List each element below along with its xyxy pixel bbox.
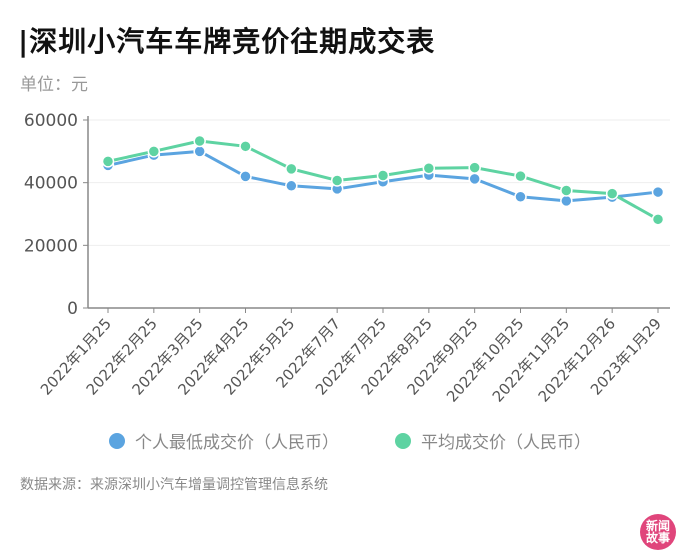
legend-swatch-low bbox=[109, 432, 125, 449]
series-point-1 bbox=[514, 169, 527, 183]
series-point-1 bbox=[422, 162, 436, 175]
series-point-1 bbox=[330, 174, 344, 187]
y-tick-label: 20000 bbox=[24, 236, 78, 256]
legend-item-low: 个人最低成交价（人民币） bbox=[109, 428, 339, 453]
series-point-1 bbox=[239, 140, 252, 153]
series-point-1 bbox=[376, 169, 390, 182]
line-chart: 02000040000600002022年1月252022年2月252022年3… bbox=[24, 111, 670, 406]
series-point-0 bbox=[651, 185, 665, 199]
series-point-0 bbox=[193, 145, 206, 158]
legend-swatch-avg bbox=[395, 432, 411, 449]
series-point-1 bbox=[651, 213, 665, 226]
series-point-1 bbox=[101, 155, 115, 168]
legend-label-avg: 平均成交价（人民币） bbox=[421, 433, 591, 453]
y-tick-label: 40000 bbox=[24, 174, 78, 194]
series-point-1 bbox=[147, 145, 161, 158]
legend-item-avg: 平均成交价（人民币） bbox=[395, 428, 591, 453]
series-point-0 bbox=[468, 172, 481, 186]
data-source: 数据来源：来源深圳小汽车增量调控管理信息系统 bbox=[20, 477, 328, 493]
series-point-0 bbox=[514, 190, 527, 204]
legend-label-low: 个人最低成交价（人民币） bbox=[135, 433, 339, 453]
series-point-1 bbox=[193, 134, 206, 148]
unit-label: 单位：元 bbox=[20, 75, 88, 95]
series-point-1 bbox=[468, 161, 481, 174]
series-point-1 bbox=[605, 187, 619, 200]
series-point-0 bbox=[285, 179, 298, 193]
y-tick-label: 0 bbox=[67, 299, 78, 319]
chart-title: |深圳小汽车车牌竞价往期成交表 bbox=[18, 25, 436, 58]
brand-logo: 新闻 故事 bbox=[640, 514, 676, 550]
series-point-0 bbox=[560, 194, 573, 208]
series-point-1 bbox=[560, 184, 573, 197]
series-point-0 bbox=[239, 170, 252, 183]
series-point-1 bbox=[285, 162, 298, 176]
y-tick-label: 60000 bbox=[24, 111, 78, 131]
chart-legend: 个人最低成交价（人民币） 平均成交价（人民币） bbox=[0, 428, 700, 453]
